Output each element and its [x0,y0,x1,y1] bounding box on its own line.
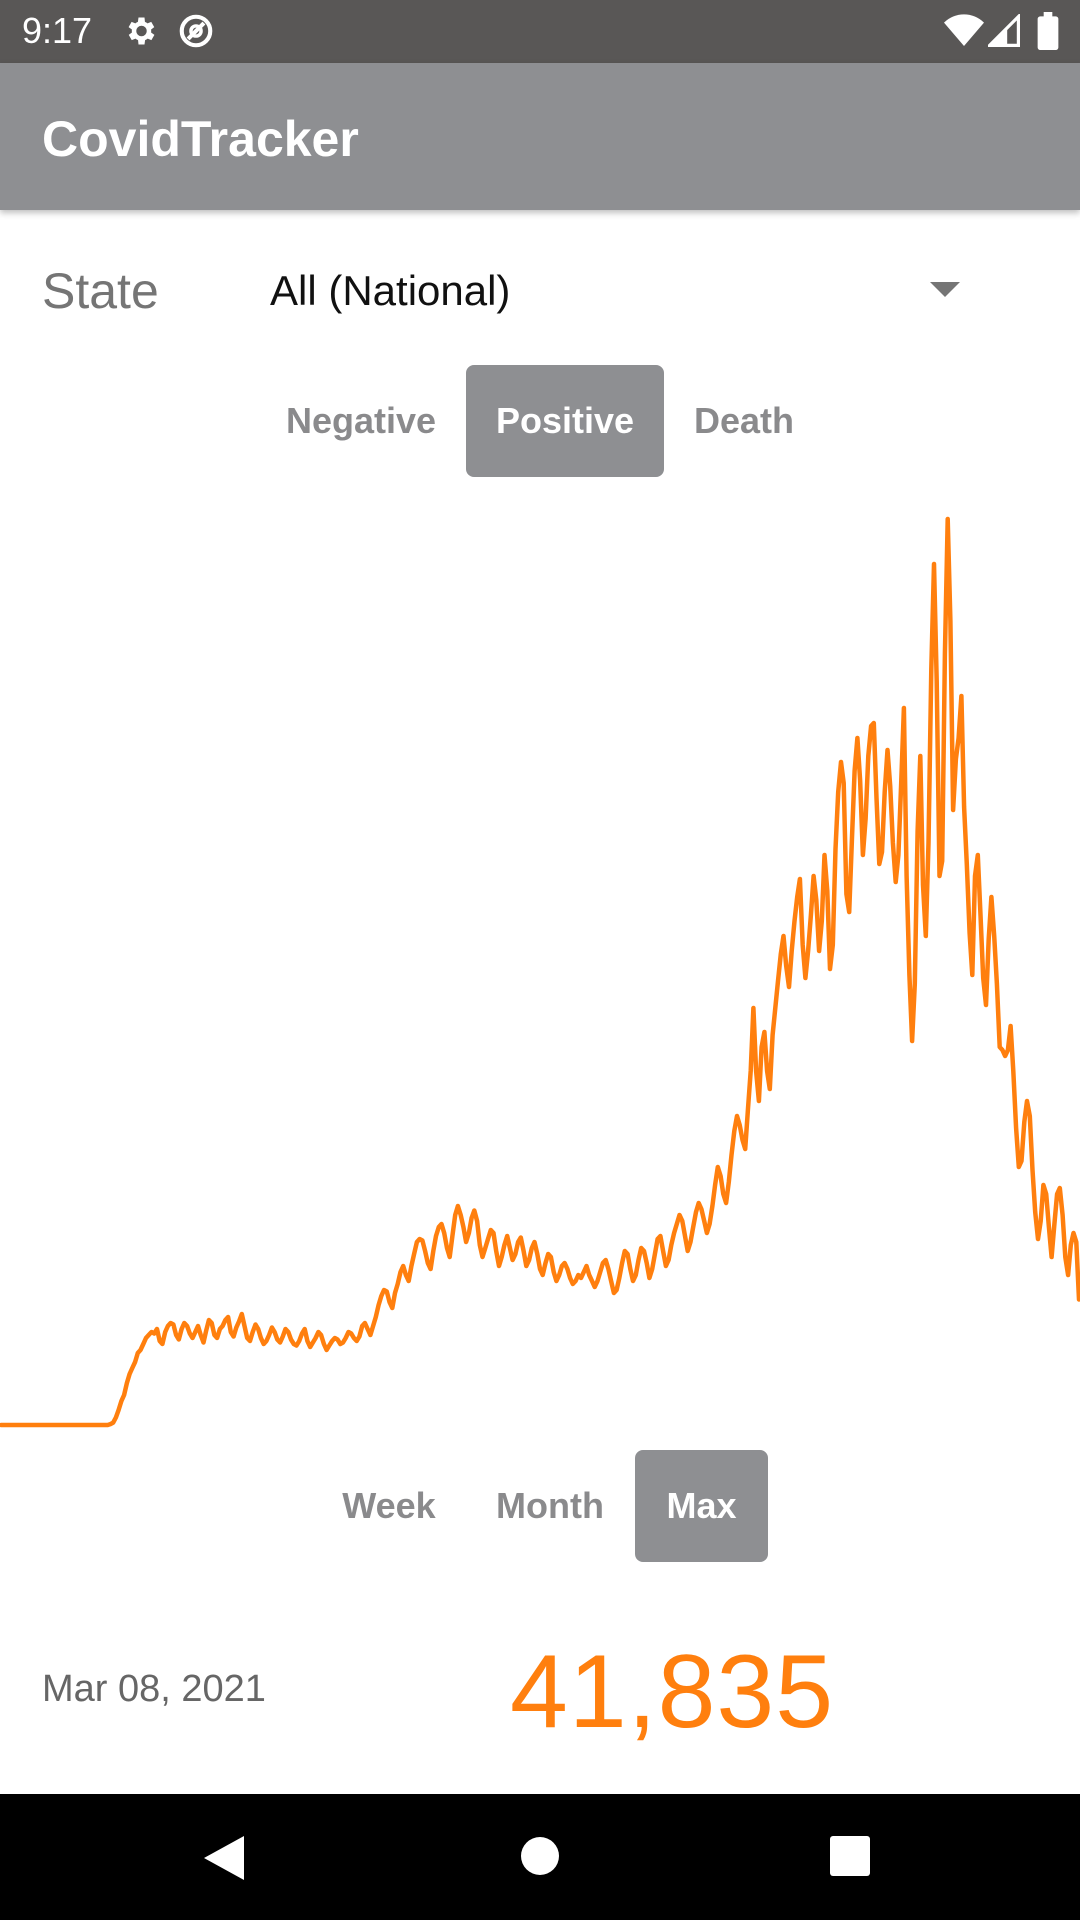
state-label: State [42,262,159,320]
state-dropdown[interactable]: All (National) [260,250,960,330]
range-week-label: Week [342,1485,435,1527]
back-icon[interactable] [204,1836,244,1880]
signal-icon [988,14,1020,48]
status-bar: 9:17 [0,0,1080,63]
tab-positive[interactable]: Positive [466,365,664,477]
range-max[interactable]: Max [635,1450,768,1562]
series-line-positive [1,519,1079,1425]
range-month[interactable]: Month [480,1450,620,1562]
navigation-bar [0,1794,1080,1920]
app-title: CovidTracker [42,110,359,168]
range-week[interactable]: Week [330,1450,448,1562]
selected-date: Mar 08, 2021 [42,1666,266,1712]
gear-icon [122,13,158,49]
cases-line-chart[interactable] [0,500,1080,1440]
home-icon[interactable] [520,1836,560,1876]
tab-negative-label: Negative [286,400,436,442]
app-bar: CovidTracker [0,63,1080,210]
tab-death[interactable]: Death [684,365,804,477]
selected-value: 41,835 [510,1632,834,1752]
tab-death-label: Death [694,400,794,442]
tab-negative[interactable]: Negative [276,365,446,477]
overview-icon[interactable] [830,1836,870,1876]
range-month-label: Month [496,1485,604,1527]
range-max-label: Max [666,1485,736,1527]
state-selected-value: All (National) [270,266,510,316]
a11y-icon [177,12,215,50]
status-time: 9:17 [22,10,92,52]
battery-icon [1037,12,1059,50]
wifi-icon [944,14,984,48]
tab-positive-label: Positive [496,400,634,442]
dropdown-arrow-icon [930,282,960,298]
